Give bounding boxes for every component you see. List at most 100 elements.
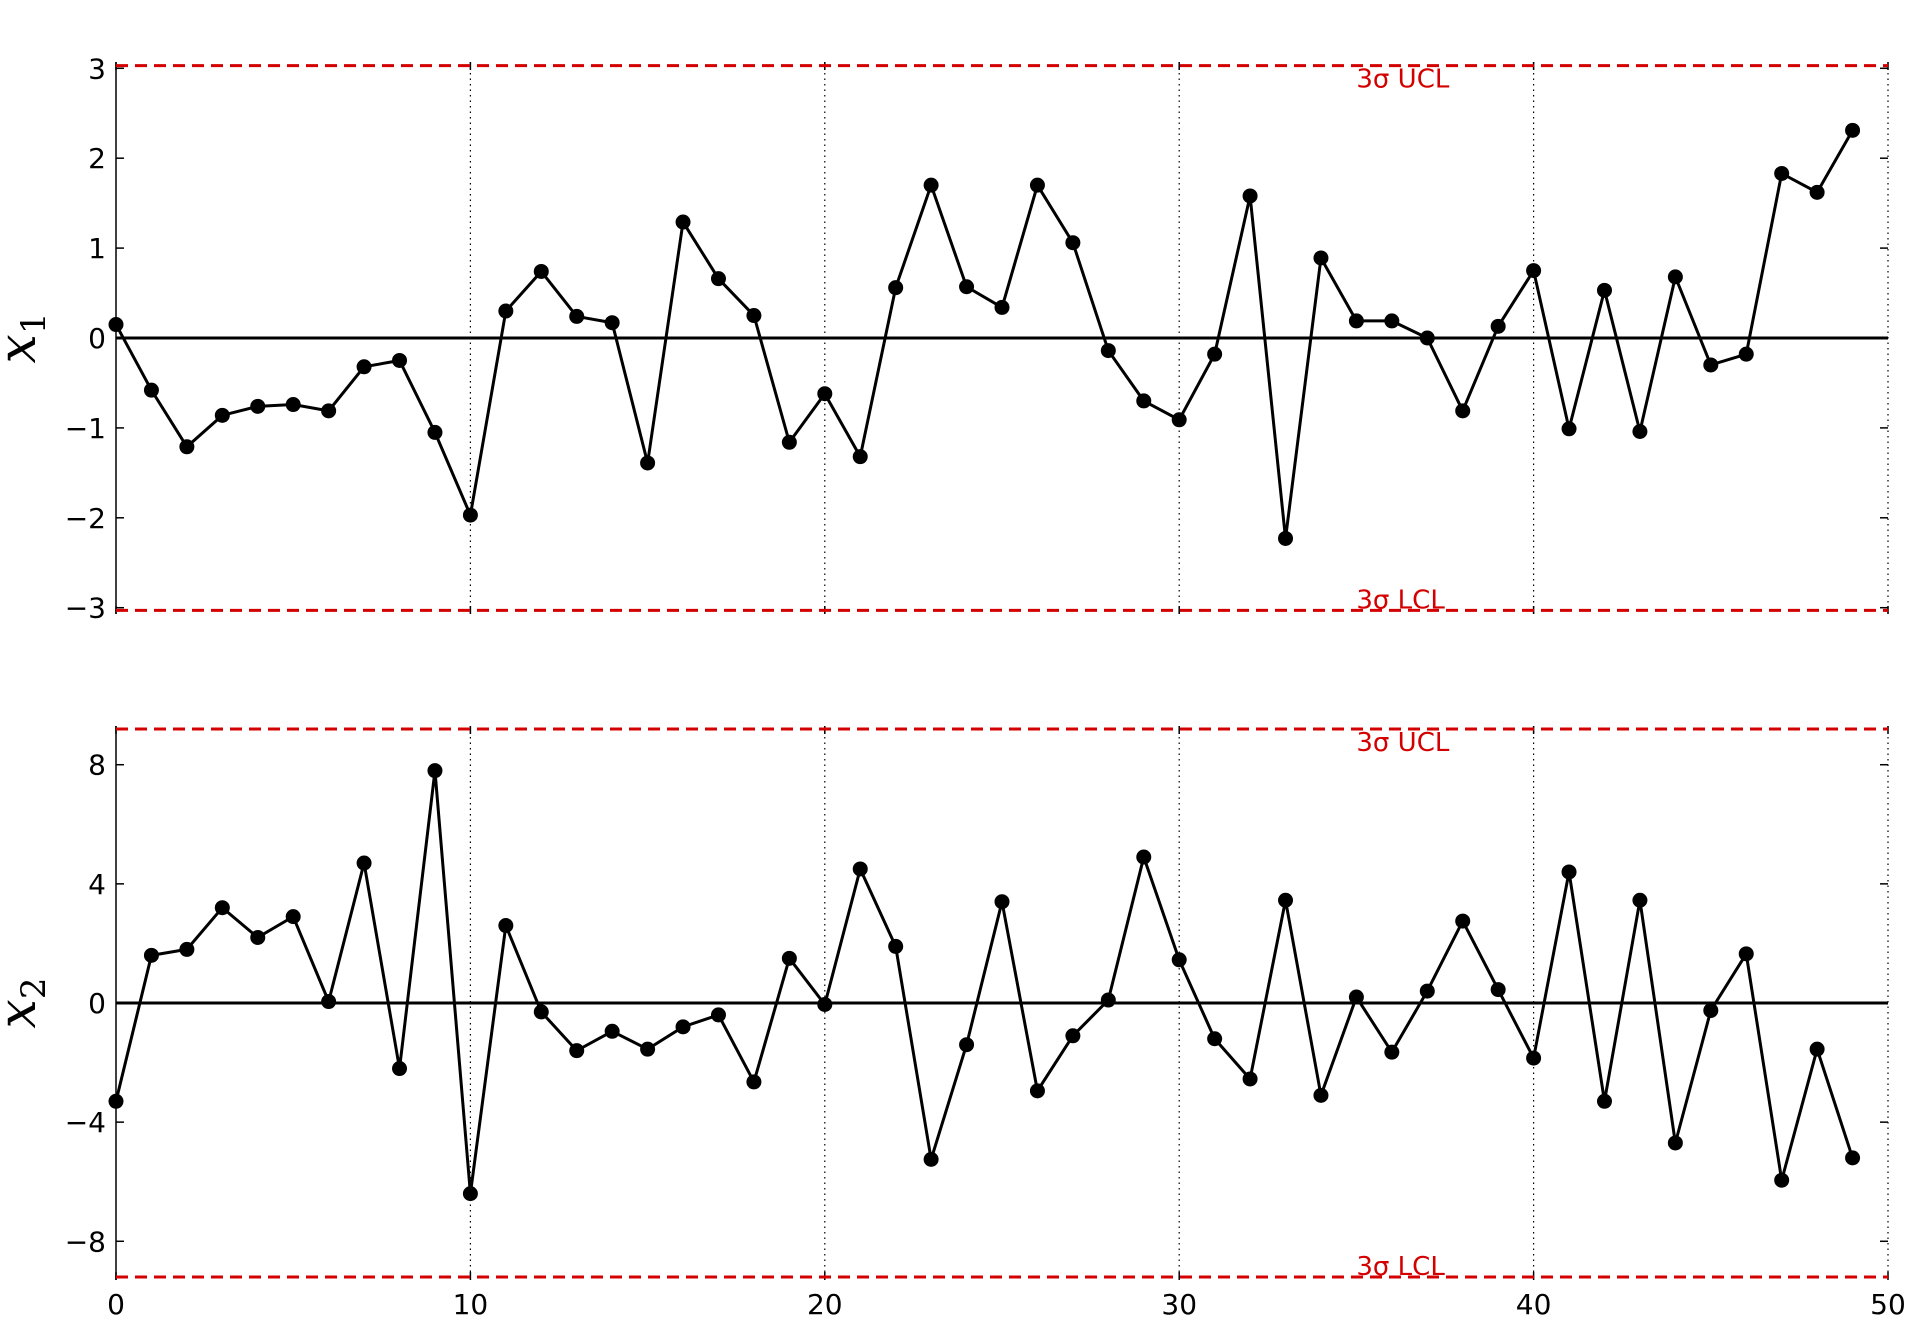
x-tick-label: 40 — [1516, 1288, 1552, 1321]
data-point — [1171, 412, 1187, 428]
data-point — [179, 941, 195, 957]
x-tick-label: 20 — [807, 1288, 843, 1321]
data-point — [1490, 318, 1506, 334]
data-point — [852, 861, 868, 877]
data-point — [959, 279, 975, 295]
data-point — [108, 1093, 124, 1109]
data-point — [640, 455, 656, 471]
data-point — [392, 1061, 408, 1077]
data-point — [1100, 992, 1116, 1008]
data-point — [852, 449, 868, 465]
data-point — [1526, 263, 1542, 279]
data-point — [285, 397, 301, 413]
data-point — [994, 299, 1010, 315]
data-point — [1278, 892, 1294, 908]
y-axis-label-subscript: 1 — [14, 313, 54, 335]
data-point — [817, 996, 833, 1012]
data-point — [1561, 864, 1577, 880]
y-tick-label: 0 — [88, 987, 106, 1020]
data-point — [533, 263, 549, 279]
data-point — [1207, 346, 1223, 362]
data-point — [675, 1019, 691, 1035]
y-tick-label: −2 — [65, 502, 106, 535]
data-point — [604, 1023, 620, 1039]
x-tick-label: 0 — [107, 1288, 125, 1321]
data-point — [1774, 165, 1790, 181]
data-point — [1419, 983, 1435, 999]
data-point — [462, 507, 478, 523]
data-point — [1278, 530, 1294, 546]
data-point — [1490, 982, 1506, 998]
y-tick-label: 0 — [88, 322, 106, 355]
data-point — [1029, 1083, 1045, 1099]
data-point — [817, 386, 833, 402]
y-tick-label: −4 — [65, 1106, 106, 1139]
data-point — [356, 855, 372, 871]
lcl-label: 3σ LCL — [1356, 585, 1445, 615]
data-point — [1207, 1031, 1223, 1047]
data-point — [1703, 1002, 1719, 1018]
data-point — [462, 1186, 478, 1202]
data-point — [1455, 913, 1471, 929]
data-point — [1526, 1050, 1542, 1066]
data-point — [1348, 313, 1364, 329]
data-point — [604, 315, 620, 331]
data-point — [1242, 188, 1258, 204]
data-point — [781, 950, 797, 966]
data-point — [1632, 892, 1648, 908]
data-point — [959, 1037, 975, 1053]
y-axis-label-main: x — [0, 334, 48, 363]
y-axis-label: x2 — [0, 978, 54, 1029]
chart-panel-2: −8 −4 0 4 8 0 10 20 30 40 50 3σ UCL 3σ LCL x2 — [0, 726, 1906, 1321]
data-point — [250, 398, 266, 414]
data-point — [533, 1004, 549, 1020]
y-tick-label: 2 — [88, 142, 106, 175]
data-point — [1419, 330, 1435, 346]
data-point — [392, 352, 408, 368]
data-point — [1136, 393, 1152, 409]
data-point — [1029, 177, 1045, 193]
data-point — [143, 947, 159, 963]
data-point — [1171, 952, 1187, 968]
y-tick-label: 8 — [88, 749, 106, 782]
data-point — [710, 271, 726, 287]
data-point — [1100, 343, 1116, 359]
y-tick-label: 3 — [88, 52, 106, 85]
y-tick-label: −1 — [65, 412, 106, 445]
data-point — [1065, 235, 1081, 251]
data-point — [1242, 1071, 1258, 1087]
data-point — [1065, 1028, 1081, 1044]
data-point — [923, 177, 939, 193]
data-point — [1809, 184, 1825, 200]
ucl-label: 3σ UCL — [1356, 65, 1449, 95]
x-tick-label: 30 — [1161, 1288, 1197, 1321]
data-point — [214, 900, 230, 916]
data-point — [1667, 269, 1683, 285]
y-tick-label: −3 — [65, 592, 106, 625]
series-line — [114, 770, 1854, 1194]
data-point — [1455, 403, 1471, 419]
data-point — [1738, 946, 1754, 962]
data-point — [356, 359, 372, 375]
data-point — [1703, 357, 1719, 373]
y-axis-label-subscript: 2 — [14, 978, 54, 1000]
data-point — [179, 439, 195, 455]
data-point — [321, 403, 337, 419]
y-tick-label: 4 — [88, 868, 106, 901]
data-point — [1561, 421, 1577, 437]
data-point — [285, 909, 301, 925]
data-point — [1596, 282, 1612, 298]
lcl-label: 3σ LCL — [1356, 1252, 1445, 1282]
data-point — [923, 1151, 939, 1167]
data-point — [1774, 1172, 1790, 1188]
data-point — [1738, 346, 1754, 362]
data-point — [569, 308, 585, 324]
data-point — [427, 763, 443, 779]
data-point — [888, 280, 904, 296]
data-point — [746, 1074, 762, 1090]
data-point — [888, 938, 904, 954]
y-tick-label: −8 — [65, 1225, 106, 1258]
data-point — [214, 407, 230, 423]
